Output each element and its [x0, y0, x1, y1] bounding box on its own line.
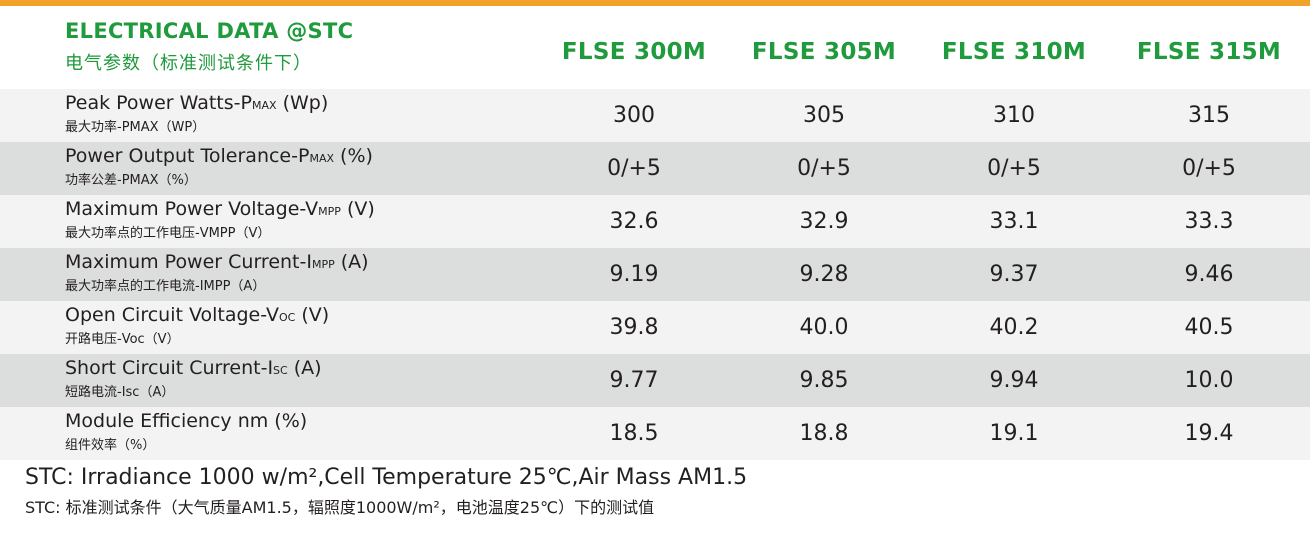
value-cell: 19.4 — [1184, 421, 1234, 446]
row-label-cn: 短路电流-Isc（A） — [65, 385, 175, 400]
stc-note-en: STC: Irradiance 1000 w/m²,Cell Temperatu… — [25, 465, 748, 490]
table-header: ELECTRICAL DATA @STC 电气参数（标准测试条件下） FLSE … — [0, 6, 1310, 89]
table-row-peak-power: Peak Power Watts-PMAX (Wp) 最大功率-PMAX（WP）… — [0, 89, 1310, 142]
value-cell: 9.46 — [1184, 262, 1234, 287]
value-cell: 300 — [613, 103, 655, 128]
table-subtitle: 电气参数（标准测试条件下） — [65, 53, 312, 74]
value-cell: 9.19 — [609, 262, 659, 287]
value-cell: 9.77 — [609, 368, 659, 393]
value-cell: 10.0 — [1184, 368, 1234, 393]
value-cell: 39.8 — [609, 315, 659, 340]
model-header-3: FLSE 310M — [941, 39, 1087, 65]
value-cell: 0/+5 — [987, 156, 1041, 181]
row-label-cn: 开路电压-Voc（V） — [65, 332, 180, 347]
row-label: Maximum Power Voltage-VMPP (V) — [65, 198, 375, 220]
value-cell: 19.1 — [989, 421, 1039, 446]
stc-footnote: STC: Irradiance 1000 w/m²,Cell Temperatu… — [25, 465, 1295, 518]
value-cell: 0/+5 — [1182, 156, 1236, 181]
table-title: ELECTRICAL DATA @STC — [65, 19, 354, 43]
value-cell: 315 — [1188, 103, 1230, 128]
value-cell: 9.94 — [989, 368, 1039, 393]
table-row-power-tolerance: Power Output Tolerance-PMAX (%) 功率公差-PMA… — [0, 142, 1310, 195]
table-row-max-power-voltage: Maximum Power Voltage-VMPP (V) 最大功率点的工作电… — [0, 195, 1310, 248]
row-label-cn: 组件效率（%） — [65, 438, 156, 453]
row-label-cn: 最大功率点的工作电压-VMPP（V） — [65, 226, 271, 241]
value-cell: 305 — [803, 103, 845, 128]
model-header-4: FLSE 315M — [1136, 39, 1282, 65]
value-cell: 18.8 — [799, 421, 849, 446]
value-cell: 0/+5 — [607, 156, 661, 181]
row-label: Maximum Power Current-IMPP (A) — [65, 251, 369, 273]
value-cell: 310 — [993, 103, 1035, 128]
value-cell: 0/+5 — [797, 156, 851, 181]
row-label: Peak Power Watts-PMAX (Wp) — [65, 92, 329, 114]
value-cell: 40.5 — [1184, 315, 1234, 340]
value-cell: 32.6 — [609, 209, 659, 234]
row-label: Open Circuit Voltage-VOC (V) — [65, 304, 330, 326]
table-row-short-circuit-current: Short Circuit Current-ISC (A) 短路电流-Isc（A… — [0, 354, 1310, 407]
row-label: Short Circuit Current-ISC (A) — [65, 357, 322, 379]
value-cell: 40.2 — [989, 315, 1039, 340]
row-label: Module Efficiency nm (%) — [65, 410, 308, 432]
row-label: Power Output Tolerance-PMAX (%) — [65, 145, 373, 167]
table-body: Peak Power Watts-PMAX (Wp) 最大功率-PMAX（WP）… — [0, 89, 1310, 460]
value-cell: 9.37 — [989, 262, 1039, 287]
table-row-module-efficiency: Module Efficiency nm (%) 组件效率（%） 18.5 18… — [0, 407, 1310, 460]
model-header-2: FLSE 305M — [751, 39, 897, 65]
row-label-cn: 功率公差-PMAX（%） — [65, 173, 197, 188]
model-header-1: FLSE 300M — [561, 39, 707, 65]
value-cell: 9.28 — [799, 262, 849, 287]
value-cell: 18.5 — [609, 421, 659, 446]
value-cell: 40.0 — [799, 315, 849, 340]
row-label-cn: 最大功率-PMAX（WP） — [65, 120, 206, 135]
table-row-max-power-current: Maximum Power Current-IMPP (A) 最大功率点的工作电… — [0, 248, 1310, 301]
row-label-cn: 最大功率点的工作电流-IMPP（A） — [65, 279, 266, 294]
value-cell: 33.1 — [989, 209, 1039, 234]
table-row-open-circuit-voltage: Open Circuit Voltage-VOC (V) 开路电压-Voc（V）… — [0, 301, 1310, 354]
value-cell: 9.85 — [799, 368, 849, 393]
stc-note-cn: STC: 标准测试条件（大气质量AM1.5，辐照度1000W/m²，电池温度25… — [25, 498, 655, 517]
accent-top-bar — [0, 0, 1310, 6]
value-cell: 32.9 — [799, 209, 849, 234]
value-cell: 33.3 — [1184, 209, 1234, 234]
